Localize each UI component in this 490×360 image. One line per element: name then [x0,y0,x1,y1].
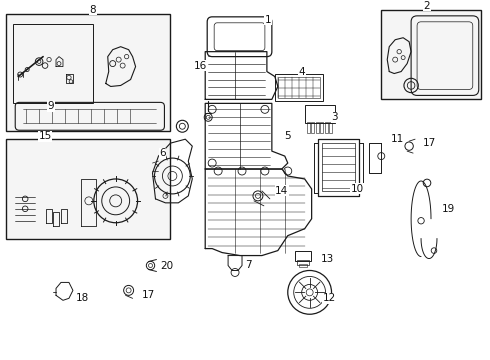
Text: 9: 9 [48,102,54,111]
Text: 10: 10 [351,184,364,194]
Text: 11: 11 [391,134,404,144]
Text: 20: 20 [160,261,173,270]
Text: 17: 17 [422,138,436,148]
Bar [278,77,319,98]
Text: 4: 4 [298,67,305,77]
Bar [311,122,314,133]
Text: 13: 13 [321,253,334,264]
Bar [13,24,93,103]
Text: 18: 18 [76,293,90,303]
Text: 19: 19 [442,204,456,214]
Text: 7: 7 [245,260,251,270]
Text: 12: 12 [323,293,336,303]
Bar [305,105,335,123]
Bar [275,73,322,102]
Text: 15: 15 [38,131,52,141]
Bar [320,122,323,133]
Bar [294,251,311,261]
Bar [299,264,307,267]
Text: 14: 14 [275,186,289,196]
Text: 6: 6 [159,148,166,158]
Bar [381,10,481,99]
Bar [307,122,310,133]
Text: 3: 3 [331,112,338,122]
Bar [316,122,318,133]
Bar [321,143,355,191]
Bar [6,14,171,131]
Text: 5: 5 [285,131,291,141]
Bar [329,122,332,133]
Bar [324,122,327,133]
Bar [6,139,171,239]
Text: 1: 1 [265,15,271,25]
Text: 16: 16 [194,60,207,71]
Bar [297,260,309,265]
Text: 2: 2 [424,1,430,11]
Text: 17: 17 [142,291,155,300]
Text: 8: 8 [90,5,96,15]
